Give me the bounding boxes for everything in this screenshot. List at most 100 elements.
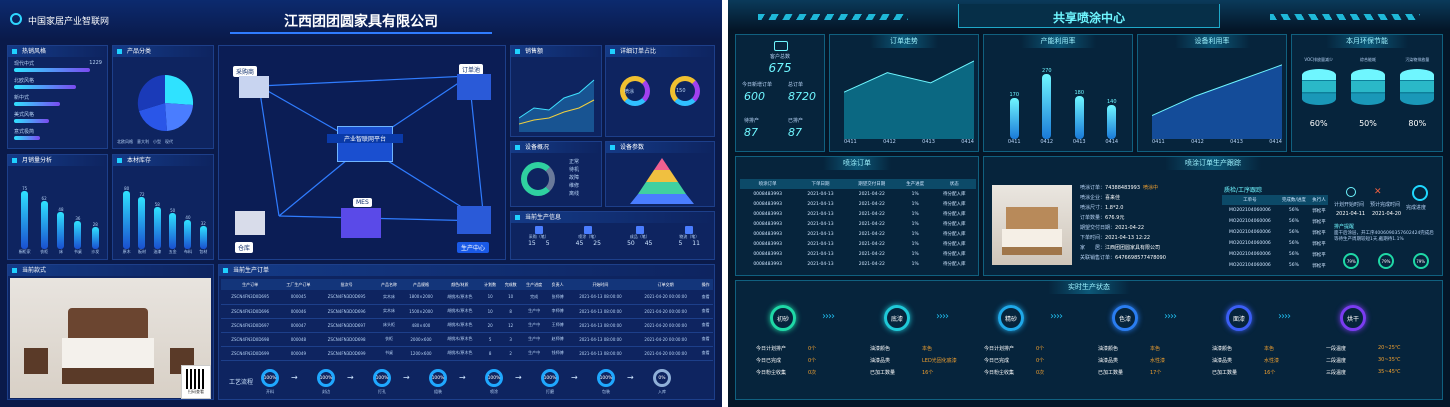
hot-style-bar xyxy=(14,85,76,89)
today-label: 今日新增订单 xyxy=(742,82,773,88)
title-frame xyxy=(230,8,492,34)
table-cell: 1% xyxy=(911,221,919,227)
table-cell: MO202104060006 xyxy=(1229,219,1271,224)
eco-item: 综合能耗 50% xyxy=(1345,57,1391,128)
panel-sales: 销售额 xyxy=(510,45,602,137)
equipment-x-label: 0414 xyxy=(1269,139,1282,145)
table-cell: ZSCN4FN3D0D696 xyxy=(327,308,366,314)
table-cell: MO202104060006 xyxy=(1229,230,1271,235)
bar xyxy=(40,201,48,249)
order-info-row: 下单时间：2021-04-13 12:22 xyxy=(1080,233,1220,243)
stage-stat-value: 0个 xyxy=(1036,346,1045,352)
bed-mattress-shape xyxy=(62,338,154,368)
flow-step-name: 包装 xyxy=(602,389,610,394)
production-building-icon xyxy=(457,206,491,234)
node-purchase[interactable]: 采购商 xyxy=(233,66,258,77)
eco-label: 污染物排放量 xyxy=(1405,57,1430,62)
bar-value: 62 xyxy=(41,196,47,202)
prod-info-icon xyxy=(584,226,593,234)
table-cell: 2021-04-13 xyxy=(807,211,834,217)
capacity-col: 170 xyxy=(1009,92,1019,139)
detail-donut-1 xyxy=(620,76,650,106)
bar-label: 床 xyxy=(58,249,63,254)
stage-stat-value: 0个 xyxy=(1036,358,1045,364)
table-row: 0008483993 2021-04-13 2021-04-22 1% 待分配入库 xyxy=(740,229,976,239)
hot-style-bar xyxy=(14,68,90,72)
stage-stat-value: 0个 xyxy=(808,346,817,352)
table-cell: 2021-04-22 xyxy=(858,251,885,257)
node-production[interactable]: 生产中心 xyxy=(457,242,490,253)
table-cell: 李师傅 xyxy=(551,308,564,313)
table-cell: 10 xyxy=(487,294,493,300)
equipment-x-label: 0412 xyxy=(1191,139,1204,145)
node-mes[interactable]: MES xyxy=(353,198,372,207)
total-value: 8720 xyxy=(788,90,816,103)
flow-step-circle: 100% xyxy=(317,369,335,387)
trend-x-label: 0414 xyxy=(961,139,974,145)
hot-style-name: 意式极简 xyxy=(14,129,35,135)
panel-title: 当前生产订单 xyxy=(219,265,714,276)
left-dashboard: 中国家居产业智联网 江西团团圆家具有限公司 热销风格 现代中式 1229 北欧风格新… xyxy=(0,0,722,407)
close-icon: ✕ xyxy=(1374,187,1382,197)
right-page-title: 共享喷涂中心 xyxy=(1052,11,1125,25)
stage-stat-value: 17个 xyxy=(1150,370,1162,376)
table-cell: 56% xyxy=(1288,241,1299,246)
table-cell: 2 xyxy=(509,350,512,356)
equipment-legend-item: 待机 xyxy=(569,167,580,173)
spray-header-cell: 下单日期 xyxy=(811,182,830,187)
bar xyxy=(74,221,82,249)
bar-label: 板材 xyxy=(137,249,146,254)
stage-stat-value: 本色 xyxy=(1150,346,1161,352)
node-order-pool[interactable]: 订单池 xyxy=(459,64,484,75)
table-cell: 0008483993 xyxy=(753,251,782,257)
process-header-cell: 完成数/进度 xyxy=(1281,198,1306,203)
panel-title: 热销风格 xyxy=(8,46,107,57)
table-cell: 生产中 xyxy=(528,336,541,341)
capacity-value: 270 xyxy=(1041,68,1052,75)
table-cell: 2021-04-20 00:00:00 xyxy=(644,336,687,342)
stage-stat-key: 已加工数量 xyxy=(870,370,896,376)
stage-stat-key: 今日已完成 xyxy=(756,358,782,364)
panel-title: 当前生产信息 xyxy=(511,212,714,223)
bar-value: 50 xyxy=(170,207,176,213)
table-cell: 郭松平 xyxy=(1312,252,1326,258)
panel-realtime-status: 实时生产状态 初砂 ›››› 今日计划排产 0个 今日已完成 0个 今日粉尘收集 0次 底漆 ››… xyxy=(735,280,1443,400)
capacity-value: 140 xyxy=(1106,99,1117,106)
page-title: 江西团团圆家具有限公司 xyxy=(284,14,438,30)
order-info-key: 喷涂企业： xyxy=(1080,195,1106,201)
stage-stat-key: 今日粉尘收集 xyxy=(984,370,1015,376)
node-platform[interactable]: 产业智联网平台 xyxy=(327,134,403,143)
stage-stat-value: 0个 xyxy=(808,358,817,364)
table-cell: ZSCN4FN3D0D695 xyxy=(231,294,270,300)
trend-x-label: 0413 xyxy=(922,139,935,145)
sales-area-chart xyxy=(519,79,595,132)
panel-spray-orders: 喷涂订单 喷涂订单 下单日期 期望交付日期 生产进度 状态 0008483993 2021-… xyxy=(735,156,979,276)
bar-col: 40 布料 xyxy=(184,215,192,255)
order-info-value: 6476698577478090 xyxy=(1115,255,1166,261)
stage-stat-key: 已加工数量 xyxy=(1098,370,1124,376)
table-row: 0008483993 2021-04-13 2021-04-22 1% 待分配入库 xyxy=(740,219,976,229)
order-info-row: 关联销售订单：6476698577478090 xyxy=(1080,253,1220,263)
prod-info-item: 采购（笔） 15 5 xyxy=(528,226,550,247)
stage-stat-value: 16个 xyxy=(922,370,934,376)
stage-stat-value: 20~25℃ xyxy=(1378,345,1401,351)
table-cell: ZSCN4FN3D0D699 xyxy=(327,350,366,356)
panel-equipment: 设备概况 正常 待机 故障 维修 离线 xyxy=(510,141,602,207)
table-cell: 衣柜 xyxy=(384,336,393,341)
qr-code-icon[interactable]: 扫码查看 xyxy=(181,365,211,399)
bar-col: 58 油漆 xyxy=(153,202,161,255)
table-cell: 2021-04-22 xyxy=(858,261,885,267)
table-row: 0008483993 2021-04-13 2021-04-22 1% 待分配入库 xyxy=(740,249,976,259)
stage-stat-key: 油漆颜色 xyxy=(1098,346,1119,352)
stage-circle: 烘干 xyxy=(1340,305,1366,331)
equipment-legend-item: 离线 xyxy=(569,191,580,197)
stage-stat-key: 油漆品类 xyxy=(870,358,891,364)
node-warehouse[interactable]: 仓库 xyxy=(235,242,254,253)
bar-col: 75 橱柜家 xyxy=(19,186,31,255)
prod-info-a: 45 xyxy=(575,240,584,247)
table-cell: ZSCN4FN3D0D697 xyxy=(231,322,270,328)
table-cell: 56% xyxy=(1288,219,1299,224)
table-cell: 56% xyxy=(1288,263,1299,268)
table-cell: 郭松平 xyxy=(1312,263,1326,269)
order-info-row: 家 居：江西团团圆家具有限公司 xyxy=(1080,243,1220,253)
